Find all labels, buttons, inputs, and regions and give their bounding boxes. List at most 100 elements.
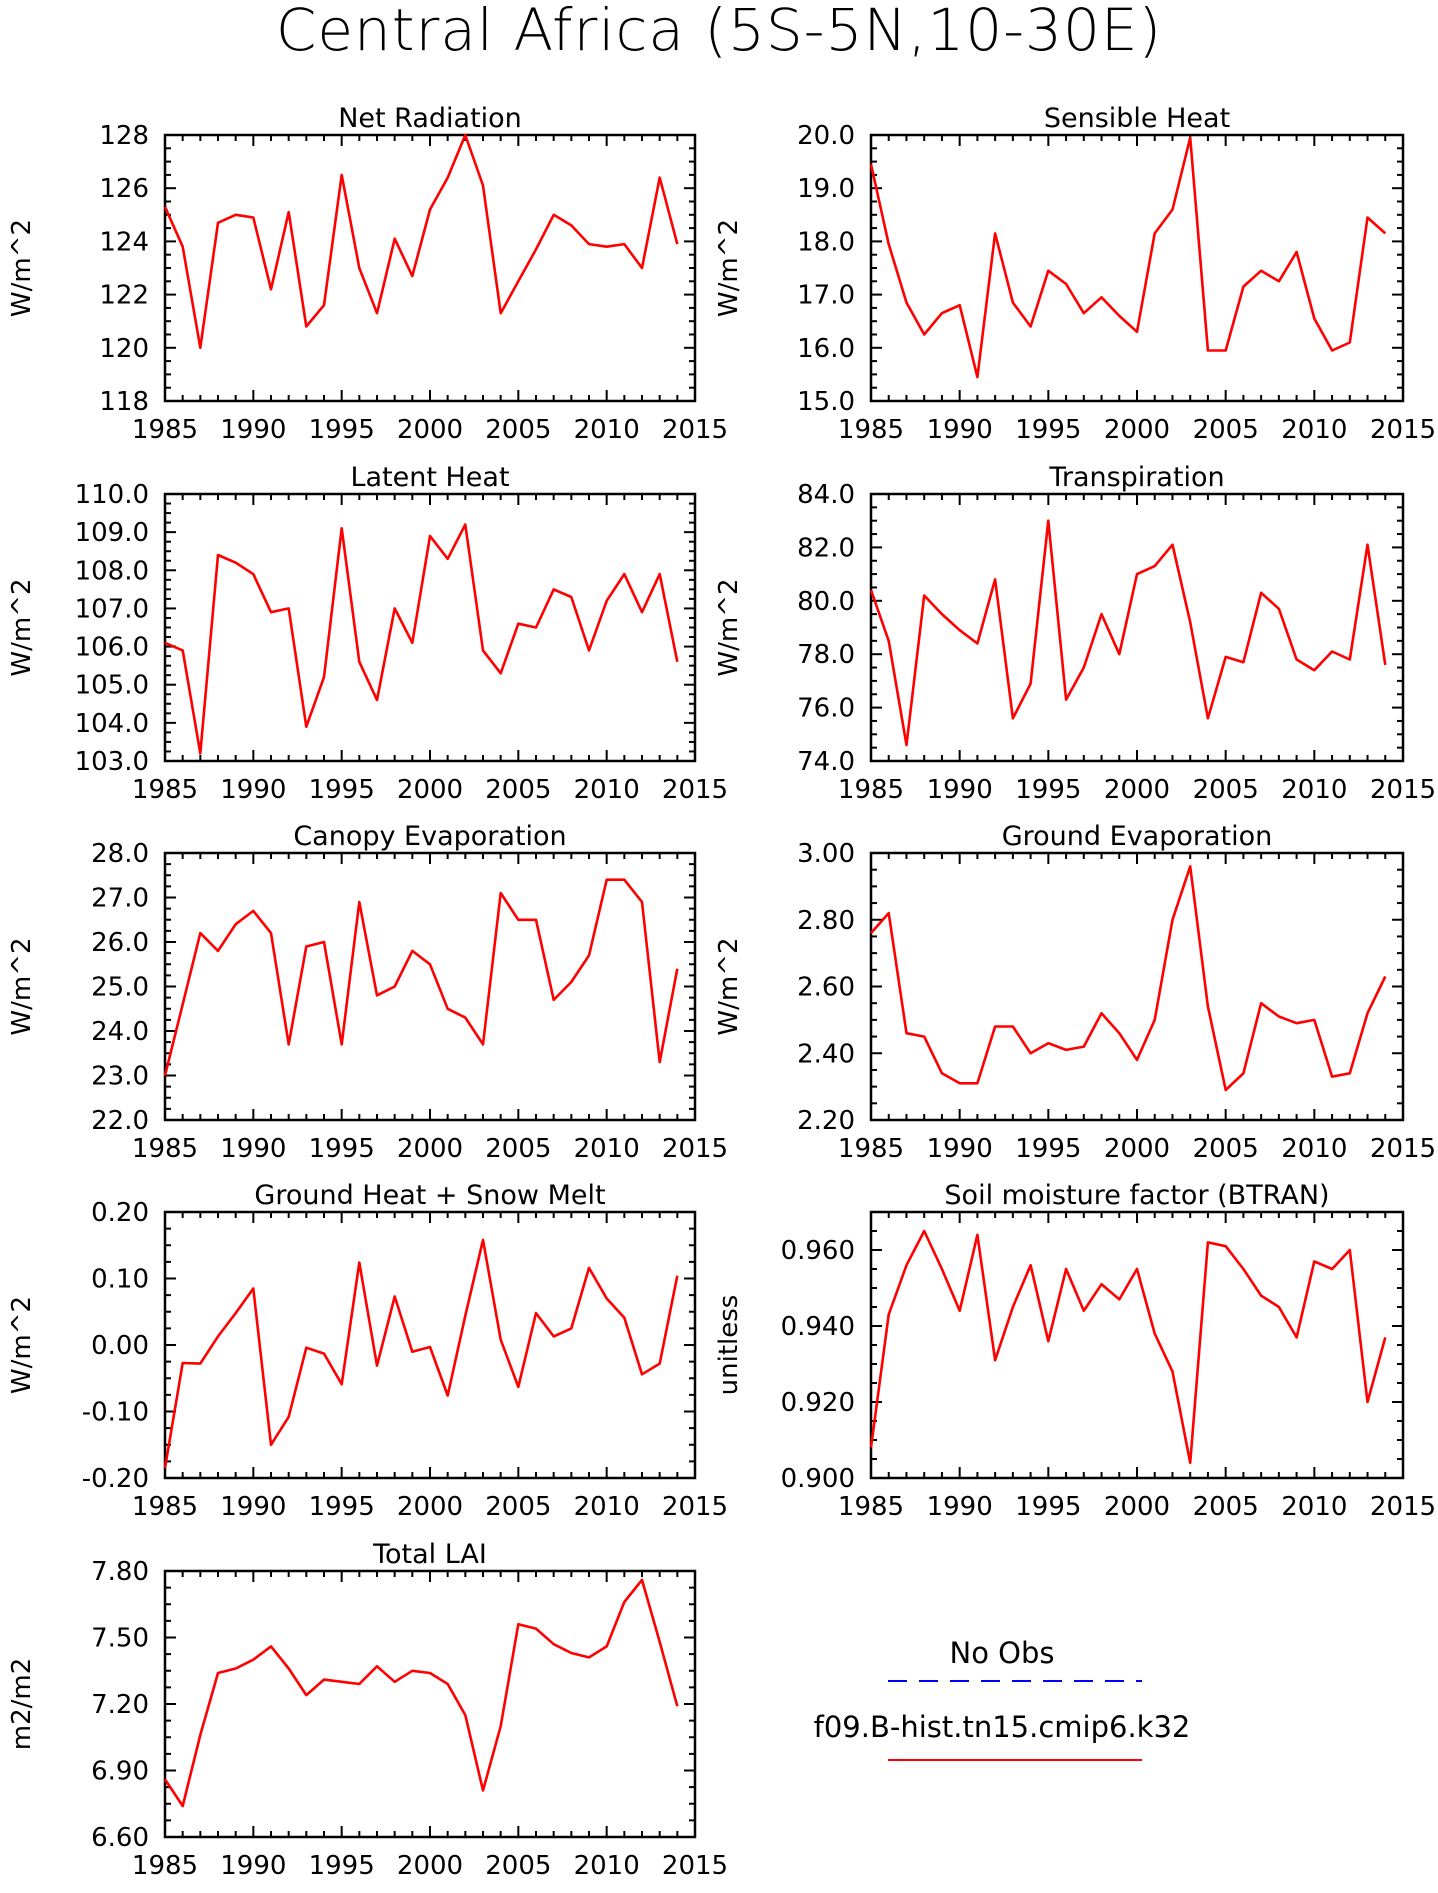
x-tick-label: 1990 bbox=[927, 775, 993, 805]
legend-obs-label: No Obs bbox=[950, 1636, 1055, 1670]
x-tick-label: 2015 bbox=[1370, 775, 1436, 805]
x-tick-label: 1995 bbox=[1015, 1492, 1081, 1522]
x-tick-label: 2000 bbox=[397, 775, 463, 805]
series-line-soil-moisture-factor-btran bbox=[869, 1229, 1387, 1465]
x-tick-label: 2000 bbox=[397, 1492, 463, 1522]
y-tick-label: 120 bbox=[99, 334, 149, 364]
plot-frame bbox=[163, 1569, 697, 1839]
y-tick-label: 103.0 bbox=[75, 747, 149, 777]
x-tick-label: 2000 bbox=[1104, 415, 1170, 445]
x-tick-label: 2015 bbox=[1370, 1134, 1436, 1164]
panel-title: Total LAI bbox=[372, 1539, 487, 1570]
x-tick-label: 1995 bbox=[1015, 775, 1081, 805]
y-tick-label: 22.0 bbox=[91, 1106, 149, 1136]
y-tick-label: 0.00 bbox=[91, 1331, 149, 1361]
x-tick-label: 2005 bbox=[1193, 1492, 1259, 1522]
series-line-net-radiation bbox=[163, 133, 679, 350]
y-axis-label: W/m^2 bbox=[714, 578, 744, 676]
y-tick-label: 82.0 bbox=[797, 533, 855, 563]
chart-panel-latent-heat: 1985 1990 1995 2000 2005 2010 2015 103.0 104.0 10… bbox=[7, 462, 728, 805]
y-axis-label: W/m^2 bbox=[7, 1296, 37, 1394]
y-tick-label: 109.0 bbox=[75, 518, 149, 548]
panel-title: Transpiration bbox=[1048, 462, 1224, 493]
x-tick-label: 2010 bbox=[1281, 775, 1347, 805]
y-axis-label: W/m^2 bbox=[714, 219, 744, 317]
x-tick-label: 1990 bbox=[220, 1851, 286, 1881]
y-tick-label: 3.00 bbox=[797, 839, 855, 869]
x-tick-label: 2005 bbox=[485, 1134, 551, 1164]
series-line-ground-evaporation bbox=[870, 865, 1387, 1092]
chart-panel-ground-heat-snow-melt: 1985 1990 1995 2000 2005 2010 2015 -0.20 -0.10 0.… bbox=[7, 1180, 728, 1522]
panel-title: Latent Heat bbox=[350, 462, 509, 493]
y-tick-label: 0.940 bbox=[781, 1312, 855, 1342]
y-tick-label: 0.960 bbox=[781, 1236, 855, 1266]
chart-panel-sensible-heat: 1985 1990 1995 2000 2005 2010 2015 15.0 16.0 17.0… bbox=[714, 103, 1436, 445]
y-tick-label: 20.0 bbox=[797, 121, 855, 151]
panel-title: Soil moisture factor (BTRAN) bbox=[944, 1180, 1329, 1211]
y-tick-label: 84.0 bbox=[797, 480, 855, 510]
chart-panel-net-radiation: 1985 1990 1995 2000 2005 2010 2015 118 120 122 124… bbox=[7, 103, 728, 445]
y-tick-label: 2.60 bbox=[797, 973, 855, 1003]
y-tick-label: 6.60 bbox=[91, 1823, 149, 1853]
y-tick-label: 104.0 bbox=[75, 709, 149, 739]
chart-panel-soil-moisture-factor-btran: 1985 1990 1995 2000 2005 2010 2015 0.900 0.920 0.… bbox=[714, 1180, 1436, 1522]
y-axis-label: W/m^2 bbox=[7, 937, 37, 1035]
y-tick-label: 27.0 bbox=[91, 884, 149, 914]
x-tick-label: 2005 bbox=[1193, 775, 1259, 805]
x-tick-label: 1990 bbox=[220, 775, 286, 805]
series-line-sensible-heat bbox=[869, 136, 1387, 379]
x-tick-label: 2015 bbox=[662, 1851, 728, 1881]
y-tick-label: 126 bbox=[99, 174, 149, 204]
panel-title: Canopy Evaporation bbox=[293, 821, 566, 852]
x-tick-label: 1985 bbox=[838, 415, 904, 445]
x-tick-label: 1985 bbox=[132, 1134, 198, 1164]
plot-frame bbox=[163, 851, 697, 1122]
y-tick-label: 0.10 bbox=[91, 1265, 149, 1295]
panel-title: Net Radiation bbox=[338, 103, 522, 134]
x-tick-label: 2015 bbox=[1370, 415, 1436, 445]
panels-container: 1985 1990 1995 2000 2005 2010 2015 118 120 122 124… bbox=[7, 103, 1436, 1881]
y-tick-label: 26.0 bbox=[91, 928, 149, 958]
panel-title: Ground Evaporation bbox=[1002, 821, 1273, 852]
x-tick-label: 1990 bbox=[927, 1134, 993, 1164]
x-tick-label: 2015 bbox=[662, 1492, 728, 1522]
y-tick-label: 110.0 bbox=[75, 480, 149, 510]
x-tick-label: 1990 bbox=[927, 415, 993, 445]
y-tick-label: 128 bbox=[99, 121, 149, 151]
x-tick-label: 1995 bbox=[1015, 415, 1081, 445]
series-line-ground-heat-snow-melt bbox=[163, 1238, 679, 1469]
main-title: Central Africa (5S-5N,10-30E) bbox=[276, 0, 1162, 64]
y-tick-label: -0.10 bbox=[82, 1398, 149, 1428]
y-tick-label: 17.0 bbox=[797, 281, 855, 311]
x-tick-label: 2015 bbox=[662, 1134, 728, 1164]
x-tick-label: 2005 bbox=[485, 1851, 551, 1881]
y-tick-label: 16.0 bbox=[797, 334, 855, 364]
y-tick-label: 7.50 bbox=[91, 1624, 149, 1654]
y-tick-label: 18.0 bbox=[797, 227, 855, 257]
x-tick-label: 1985 bbox=[838, 1134, 904, 1164]
x-tick-label: 2005 bbox=[485, 1492, 551, 1522]
x-tick-label: 2000 bbox=[1104, 775, 1170, 805]
x-tick-label: 1985 bbox=[132, 1492, 198, 1522]
chart-panel-transpiration: 1985 1990 1995 2000 2005 2010 2015 74.0 76.0 78.0… bbox=[714, 462, 1436, 805]
y-tick-label: 78.0 bbox=[797, 640, 855, 670]
x-tick-label: 2015 bbox=[662, 415, 728, 445]
y-tick-label: 118 bbox=[99, 387, 149, 417]
x-tick-label: 1990 bbox=[220, 1134, 286, 1164]
y-tick-label: 2.20 bbox=[797, 1106, 855, 1136]
plot-frame bbox=[869, 851, 1405, 1122]
x-tick-label: 1990 bbox=[220, 1492, 286, 1522]
x-tick-label: 2010 bbox=[574, 1492, 640, 1522]
y-tick-label: 0.20 bbox=[91, 1198, 149, 1228]
y-tick-label: 24.0 bbox=[91, 1017, 149, 1047]
y-tick-label: 80.0 bbox=[797, 587, 855, 617]
x-tick-label: 1995 bbox=[309, 1492, 375, 1522]
x-tick-label: 2005 bbox=[1193, 1134, 1259, 1164]
y-axis-label: unitless bbox=[714, 1295, 744, 1396]
y-tick-label: 28.0 bbox=[91, 839, 149, 869]
x-tick-label: 2005 bbox=[485, 415, 551, 445]
panel-title: Ground Heat + Snow Melt bbox=[254, 1180, 605, 1211]
x-tick-label: 1985 bbox=[132, 775, 198, 805]
series-line-transpiration bbox=[869, 519, 1387, 747]
